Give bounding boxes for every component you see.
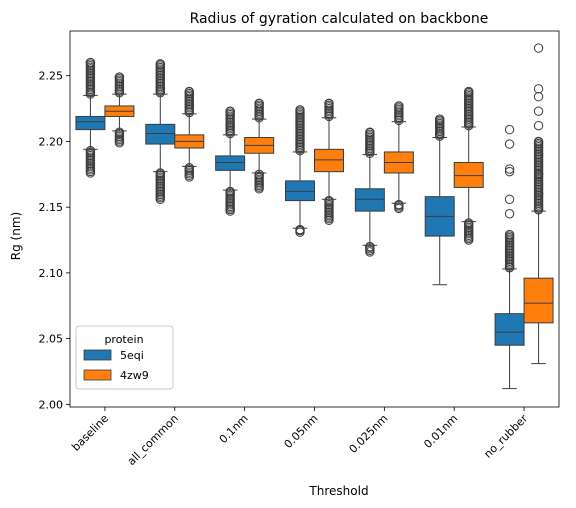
box-group: [523, 43, 554, 365]
legend-title: protein: [104, 333, 143, 346]
outlier-point: [504, 262, 515, 273]
x-tick-label: 0.01nm: [421, 412, 460, 451]
outlier-point: [114, 72, 125, 82]
outlier-point: [394, 101, 404, 111]
outlier-point: [295, 105, 305, 115]
outlier-point: [533, 136, 544, 147]
box-group: [244, 98, 275, 194]
outlier-point: [114, 127, 125, 137]
outlier-point: [533, 120, 544, 131]
y-tick-label: 2.20: [39, 135, 64, 148]
outlier-point: [533, 149, 544, 160]
legend-label: 4zw9: [120, 369, 149, 382]
outlier-point: [365, 127, 375, 137]
x-tick-label: all_common: [125, 412, 181, 468]
outlier-point: [254, 98, 264, 109]
y-tick-label: 2.10: [39, 267, 64, 280]
outlier-point: [533, 92, 544, 102]
outlier-point: [184, 86, 194, 97]
box: [285, 180, 315, 202]
outlier-point: [533, 205, 544, 215]
box-group: [383, 101, 414, 214]
outlier-point: [254, 169, 264, 180]
outlier-point: [295, 224, 305, 235]
box-group: [354, 127, 385, 257]
y-tick-label: 2.00: [39, 398, 64, 411]
box-group: [174, 86, 205, 182]
box-group: [314, 98, 344, 226]
x-tick-label: baseline: [69, 412, 111, 454]
outlier-point: [155, 59, 165, 69]
outlier-point: [225, 186, 235, 197]
chart-title: Radius of gyration calculated on backbon…: [190, 11, 489, 27]
outlier-point: [464, 86, 474, 97]
y-axis-label: Rg (nm): [9, 212, 23, 260]
box: [75, 115, 106, 131]
box-group: [494, 124, 525, 390]
outlier-point: [435, 114, 445, 124]
box-group: [453, 86, 484, 245]
outlier-point: [85, 145, 96, 156]
outlier-point: [533, 84, 544, 94]
box-group: [424, 114, 455, 286]
outlier-point: [533, 169, 544, 180]
outlier-point: [504, 166, 515, 177]
box: [494, 313, 525, 346]
outlier-point: [365, 241, 375, 252]
outlier-point: [533, 43, 544, 53]
y-tick-label: 2.05: [39, 333, 64, 346]
legend-swatch: [83, 349, 112, 361]
outlier-point: [504, 124, 515, 135]
x-tick-label: 0.025nm: [347, 412, 391, 456]
outlier-point: [504, 139, 515, 149]
outlier-point: [464, 218, 474, 228]
legend-swatch: [83, 369, 112, 381]
outlier-point: [225, 106, 235, 116]
box: [523, 277, 554, 324]
box-group: [285, 105, 315, 237]
box: [215, 155, 246, 171]
box-group: [215, 106, 246, 216]
plot-area: 2.00 2.05 2.10 2.15 2.20 2.25 baseline all_comm…: [39, 30, 560, 468]
outlier-point: [504, 194, 515, 204]
outlier-point: [394, 199, 404, 210]
outlier-point: [324, 195, 334, 206]
x-axis-label: Threshold: [308, 484, 368, 498]
box: [453, 161, 484, 188]
outlier-point: [85, 57, 96, 68]
outlier-point: [533, 189, 544, 199]
outlier-point: [533, 106, 544, 116]
outlier-point: [184, 163, 194, 173]
outlier-point: [324, 98, 334, 109]
legend-label: 5eqi: [120, 349, 144, 362]
box: [145, 123, 176, 145]
outlier-point: [504, 229, 515, 240]
legend: protein 5eqi 4zw9: [75, 325, 174, 390]
y-tick-label: 2.25: [39, 70, 64, 83]
box-group: [75, 57, 106, 178]
x-tick-label: 0.05nm: [282, 412, 321, 451]
outlier-point: [155, 168, 165, 178]
outlier-point: [504, 164, 515, 174]
box: [314, 148, 344, 173]
y-tick-label: 2.15: [39, 201, 64, 214]
box-group: [104, 72, 135, 148]
outlier-point: [504, 209, 515, 219]
box: [354, 188, 385, 212]
x-tick-label: no_rubber: [481, 412, 530, 461]
box-group: [145, 59, 176, 204]
x-tick-label: 0.1nm: [217, 412, 251, 446]
